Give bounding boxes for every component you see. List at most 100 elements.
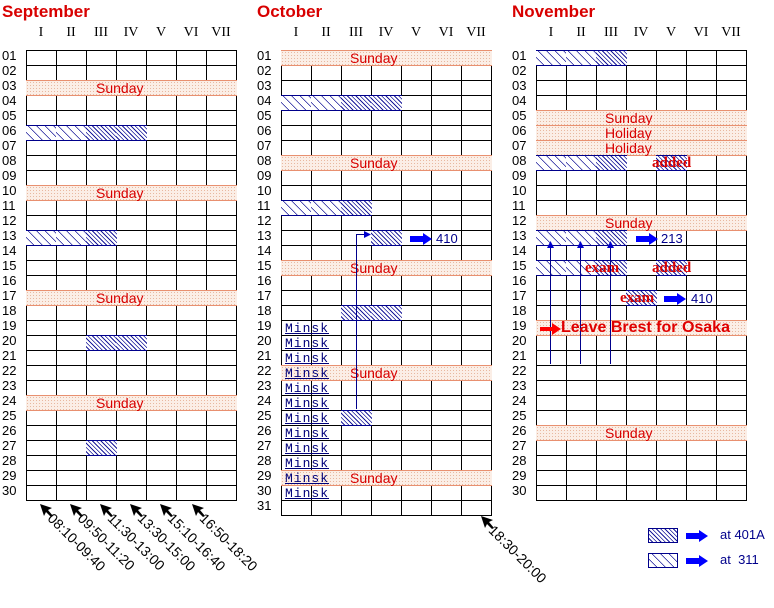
schedule-cell[interactable] (281, 185, 312, 201)
schedule-cell[interactable] (431, 410, 462, 426)
schedule-cell[interactable] (26, 320, 57, 336)
schedule-cell[interactable] (146, 305, 177, 321)
schedule-cell[interactable] (86, 140, 117, 156)
schedule-cell[interactable] (401, 440, 432, 456)
class-session-401a[interactable] (341, 410, 372, 426)
class-session-311[interactable] (281, 95, 312, 111)
schedule-cell[interactable] (176, 365, 207, 381)
schedule-cell[interactable] (596, 335, 627, 351)
schedule-cell[interactable] (431, 500, 462, 516)
schedule-cell[interactable] (176, 440, 207, 456)
class-session-311[interactable] (536, 50, 567, 66)
schedule-cell[interactable] (536, 470, 567, 486)
schedule-cell[interactable] (566, 65, 597, 81)
schedule-cell[interactable] (431, 440, 462, 456)
schedule-cell[interactable] (56, 455, 87, 471)
schedule-cell[interactable] (401, 500, 432, 516)
schedule-cell[interactable] (461, 305, 492, 321)
class-session-311[interactable] (56, 125, 87, 141)
schedule-cell[interactable] (206, 245, 237, 261)
schedule-cell[interactable] (146, 170, 177, 186)
schedule-cell[interactable] (431, 380, 462, 396)
schedule-cell[interactable] (716, 365, 747, 381)
schedule-cell[interactable] (401, 290, 432, 306)
schedule-cell[interactable] (86, 200, 117, 216)
schedule-cell[interactable] (146, 485, 177, 501)
schedule-cell[interactable] (176, 245, 207, 261)
schedule-cell[interactable] (176, 305, 207, 321)
schedule-cell[interactable] (626, 185, 657, 201)
class-session-311[interactable] (536, 260, 567, 276)
schedule-cell[interactable] (716, 410, 747, 426)
schedule-cell[interactable] (116, 410, 147, 426)
schedule-cell[interactable] (536, 290, 567, 306)
schedule-cell[interactable] (341, 455, 372, 471)
schedule-cell[interactable] (206, 365, 237, 381)
schedule-cell[interactable] (431, 80, 462, 96)
schedule-cell[interactable] (566, 335, 597, 351)
schedule-cell[interactable] (431, 485, 462, 501)
schedule-cell[interactable] (206, 410, 237, 426)
schedule-cell[interactable] (536, 485, 567, 501)
schedule-cell[interactable] (116, 425, 147, 441)
schedule-cell[interactable] (86, 155, 117, 171)
schedule-cell[interactable] (371, 110, 402, 126)
schedule-cell[interactable] (686, 80, 717, 96)
schedule-cell[interactable] (86, 110, 117, 126)
schedule-cell[interactable] (311, 110, 342, 126)
schedule-cell[interactable] (176, 275, 207, 291)
schedule-cell[interactable] (146, 470, 177, 486)
schedule-cell[interactable] (686, 470, 717, 486)
schedule-cell[interactable] (626, 350, 657, 366)
schedule-cell[interactable] (371, 320, 402, 336)
schedule-cell[interactable] (656, 200, 687, 216)
schedule-cell[interactable] (656, 485, 687, 501)
class-session-311[interactable] (281, 200, 312, 216)
schedule-cell[interactable] (461, 170, 492, 186)
schedule-cell[interactable] (656, 455, 687, 471)
schedule-cell[interactable] (116, 320, 147, 336)
schedule-cell[interactable] (371, 485, 402, 501)
schedule-cell[interactable] (686, 335, 717, 351)
schedule-cell[interactable] (371, 65, 402, 81)
schedule-cell[interactable] (146, 410, 177, 426)
schedule-cell[interactable] (341, 440, 372, 456)
schedule-cell[interactable] (146, 215, 177, 231)
schedule-cell[interactable] (686, 485, 717, 501)
schedule-cell[interactable] (56, 140, 87, 156)
schedule-cell[interactable] (626, 245, 657, 261)
schedule-cell[interactable] (686, 410, 717, 426)
schedule-cell[interactable] (716, 170, 747, 186)
schedule-cell[interactable] (686, 65, 717, 81)
schedule-cell[interactable] (401, 215, 432, 231)
schedule-cell[interactable] (116, 350, 147, 366)
schedule-cell[interactable] (656, 275, 687, 291)
schedule-cell[interactable] (401, 485, 432, 501)
schedule-cell[interactable] (56, 215, 87, 231)
schedule-cell[interactable] (311, 215, 342, 231)
schedule-cell[interactable] (536, 275, 567, 291)
schedule-cell[interactable] (146, 95, 177, 111)
schedule-cell[interactable] (26, 110, 57, 126)
schedule-cell[interactable] (371, 275, 402, 291)
schedule-cell[interactable] (656, 245, 687, 261)
schedule-cell[interactable] (371, 170, 402, 186)
schedule-cell[interactable] (536, 170, 567, 186)
schedule-cell[interactable] (626, 170, 657, 186)
schedule-cell[interactable] (686, 230, 717, 246)
schedule-cell[interactable] (311, 125, 342, 141)
schedule-cell[interactable] (686, 200, 717, 216)
schedule-cell[interactable] (311, 170, 342, 186)
schedule-cell[interactable] (566, 80, 597, 96)
schedule-cell[interactable] (401, 125, 432, 141)
schedule-cell[interactable] (341, 485, 372, 501)
schedule-cell[interactable] (461, 440, 492, 456)
schedule-cell[interactable] (371, 425, 402, 441)
schedule-cell[interactable] (206, 65, 237, 81)
schedule-cell[interactable] (116, 50, 147, 66)
schedule-cell[interactable] (86, 275, 117, 291)
schedule-cell[interactable] (626, 275, 657, 291)
schedule-cell[interactable] (656, 380, 687, 396)
schedule-cell[interactable] (176, 95, 207, 111)
schedule-cell[interactable] (371, 440, 402, 456)
